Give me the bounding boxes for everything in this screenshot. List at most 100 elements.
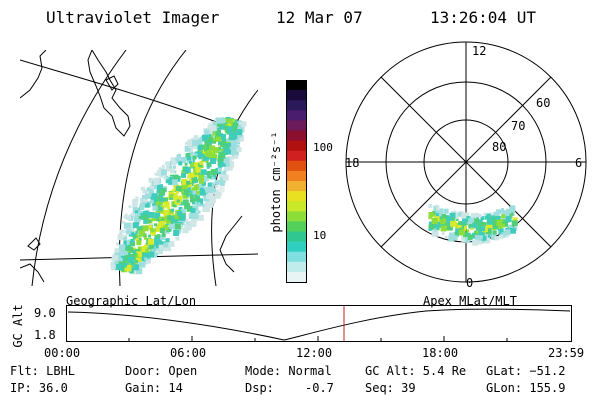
coastline-northwest xyxy=(20,50,47,99)
aurora-pixel xyxy=(126,240,132,246)
aurora-pixel xyxy=(435,213,439,217)
aurora-pixel xyxy=(186,153,191,157)
aurora-pixel xyxy=(129,227,135,233)
aurora-pixel xyxy=(119,244,125,251)
aurora-pixel xyxy=(147,259,151,264)
mlt-label-6: 6 xyxy=(575,156,583,170)
colorbar-cell xyxy=(286,271,307,283)
aurora-pixel xyxy=(137,246,144,253)
aurora-pixel xyxy=(218,172,224,178)
aurora-pixel xyxy=(115,242,119,246)
aurora-pixel xyxy=(187,174,192,179)
aurora-pixel xyxy=(481,235,487,241)
aurora-pixel xyxy=(136,268,143,275)
aurora-pixel xyxy=(171,201,178,208)
aurora-pixel xyxy=(480,216,485,221)
colorbar-cell xyxy=(286,120,307,132)
aurora-pixel xyxy=(143,252,150,259)
colorbar-cell xyxy=(286,261,307,273)
aurora-pixel xyxy=(204,129,210,135)
aurora-pixel xyxy=(170,157,177,164)
aurora-pixel xyxy=(124,267,129,272)
aurora-pixel xyxy=(171,179,178,186)
aurora-pixel xyxy=(433,228,437,232)
aurora-pixel xyxy=(170,158,174,162)
aurora-pixel xyxy=(151,248,155,252)
timeline-xtick-0000: 00:00 xyxy=(44,346,81,360)
aurora-pixel xyxy=(198,138,203,143)
aurora-pixel xyxy=(226,142,233,149)
aurora-pixel xyxy=(201,181,206,186)
colorbar-cell xyxy=(286,181,307,192)
colorbar-cell xyxy=(286,150,307,162)
aurora-pixel xyxy=(166,226,172,232)
polar-aurora-emission xyxy=(428,203,518,246)
aurora-pixel xyxy=(202,208,206,212)
aurora-pixel xyxy=(440,219,446,225)
aurora-pixel xyxy=(466,229,470,233)
aurora-pixel xyxy=(163,242,169,248)
aurora-pixel xyxy=(182,199,189,206)
aurora-pixel xyxy=(143,214,148,220)
polar-map-label: Apex MLat/MLT xyxy=(423,294,517,308)
aurora-pixel xyxy=(132,207,139,214)
aurora-pixel xyxy=(173,230,180,236)
aurora-pixel xyxy=(450,220,457,227)
aurora-pixel xyxy=(226,149,231,155)
aurora-pixel xyxy=(217,146,221,150)
aurora-pixel xyxy=(199,160,204,165)
aurora-pixel xyxy=(221,119,226,124)
aurora-pixel xyxy=(130,238,135,243)
aurora-pixel xyxy=(194,162,200,168)
glat-info: GLat: −51.2 xyxy=(486,364,566,378)
timeline-xtick-0600: 06:00 xyxy=(170,346,207,360)
aurora-pixel xyxy=(189,151,194,156)
aurora-pixel xyxy=(512,217,518,223)
aurora-pixel xyxy=(199,187,204,192)
aurora-pixel xyxy=(220,141,227,148)
aurora-pixel xyxy=(228,118,234,124)
aurora-pixel xyxy=(119,229,124,234)
aurora-pixel xyxy=(212,189,218,195)
aurora-pixel xyxy=(116,263,123,270)
aurora-pixel xyxy=(136,251,142,258)
aurora-pixel xyxy=(149,244,155,250)
aurora-pixel xyxy=(453,210,457,214)
aurora-pixel xyxy=(119,234,123,238)
aurora-pixel xyxy=(147,238,154,245)
aurora-pixel xyxy=(159,197,164,202)
aurora-pixel xyxy=(194,153,198,157)
aurora-pixel xyxy=(428,226,433,231)
aurora-pixel xyxy=(135,257,142,264)
aurora-pixel xyxy=(438,222,443,228)
aurora-pixel xyxy=(492,230,497,235)
aurora-pixel xyxy=(163,201,170,208)
aurora-pixel xyxy=(168,208,174,214)
geo-aurora-emission xyxy=(110,117,247,275)
aurora-pixel xyxy=(138,216,142,219)
aurora-pixel xyxy=(192,155,197,160)
aurora-pixel xyxy=(225,139,231,145)
aurora-pixel xyxy=(131,212,135,217)
aurora-pixel xyxy=(135,196,139,200)
colorbar-cell xyxy=(286,231,307,243)
aurora-pixel xyxy=(201,175,208,182)
aurora-pixel xyxy=(475,212,479,217)
aurora-pixel xyxy=(483,212,487,216)
aurora-pixel xyxy=(192,172,198,178)
aurora-pixel xyxy=(199,191,204,196)
aurora-pixel xyxy=(180,157,187,163)
aurora-pixel xyxy=(229,146,234,151)
aurora-pixel xyxy=(155,196,160,201)
aurora-pixel xyxy=(496,209,501,214)
aurora-pixel xyxy=(191,179,196,184)
aurora-pixel xyxy=(140,262,145,267)
aurora-pixel xyxy=(197,214,204,221)
mlt-label-0: 0 xyxy=(466,276,474,290)
aurora-pixel xyxy=(494,236,499,241)
aurora-pixel xyxy=(133,264,140,271)
aurora-pixel xyxy=(155,245,159,249)
timeline-ytick-top: 9.0 xyxy=(34,306,56,320)
colorbar-cell xyxy=(286,90,307,101)
aurora-pixel xyxy=(142,198,146,202)
